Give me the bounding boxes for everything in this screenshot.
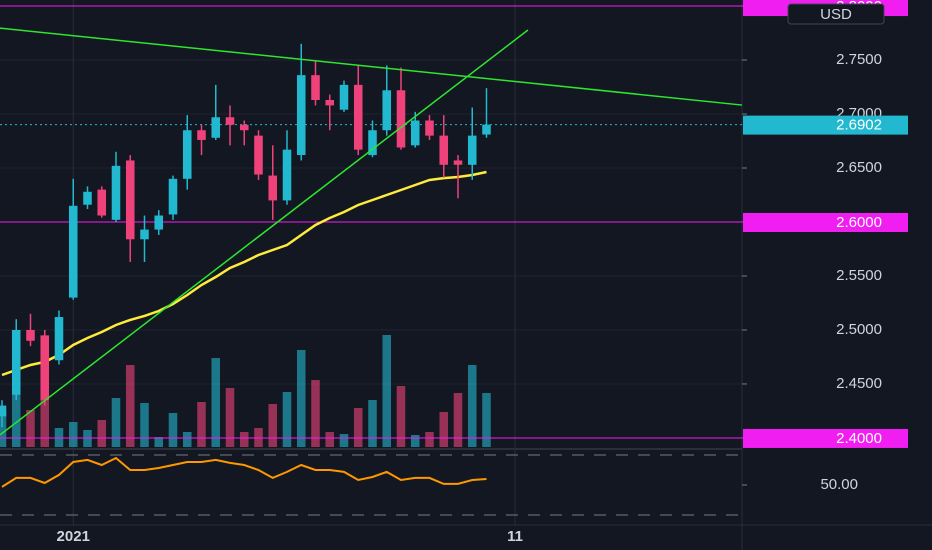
candle-body bbox=[140, 229, 149, 240]
candle-body bbox=[382, 90, 392, 131]
candle-body bbox=[339, 84, 349, 110]
candle-body bbox=[11, 329, 21, 395]
volume-bar bbox=[168, 413, 178, 447]
volume-bar bbox=[453, 393, 463, 447]
candle-body bbox=[68, 205, 78, 298]
candle-body bbox=[268, 175, 278, 201]
candle-body bbox=[425, 120, 434, 136]
currency-label: USD bbox=[820, 6, 852, 23]
candle-body bbox=[482, 124, 491, 135]
volume-bar bbox=[11, 385, 21, 447]
candle-body bbox=[311, 75, 320, 100]
candle-body bbox=[182, 130, 192, 179]
candle-body bbox=[453, 160, 463, 165]
candle-body bbox=[225, 117, 235, 125]
volume-bar bbox=[368, 400, 377, 447]
y-tick-label: 2.7500 bbox=[836, 51, 882, 68]
volume-bar bbox=[482, 393, 491, 447]
volume-bar bbox=[410, 435, 420, 447]
volume-bar bbox=[182, 432, 192, 447]
volume-bar bbox=[296, 350, 306, 447]
y-tick-label: 2.6500 bbox=[836, 159, 882, 176]
volume-bar bbox=[396, 386, 406, 447]
candle-body bbox=[439, 135, 449, 165]
volume-bar bbox=[140, 403, 149, 447]
candle-body bbox=[54, 317, 64, 361]
volume-bar bbox=[97, 420, 107, 447]
y-tick-label: 2.5000 bbox=[836, 321, 882, 338]
trend-line bbox=[0, 27, 743, 106]
volume-bar bbox=[325, 432, 335, 447]
volume-bar bbox=[83, 430, 92, 447]
candle-body bbox=[254, 135, 263, 175]
candle-body bbox=[353, 84, 363, 150]
x-tick-label: 2021 bbox=[57, 528, 90, 545]
candle-body bbox=[239, 124, 249, 131]
volume-bar bbox=[26, 410, 35, 447]
volume-bar bbox=[382, 335, 392, 447]
currency-bg bbox=[787, 3, 885, 25]
volume-bar bbox=[225, 388, 235, 447]
volume-bar bbox=[125, 365, 135, 447]
volume-bar bbox=[40, 365, 50, 447]
candle-body bbox=[168, 178, 178, 215]
candle-body bbox=[97, 189, 107, 216]
candle-body bbox=[125, 160, 135, 240]
volume-bar bbox=[311, 380, 320, 447]
volume-bar bbox=[439, 412, 449, 447]
volume-bar bbox=[68, 422, 78, 447]
moving-average bbox=[1, 170, 487, 377]
candle-body bbox=[282, 149, 292, 201]
volume-bar bbox=[211, 358, 221, 447]
volume-bar bbox=[282, 392, 292, 447]
candle-body bbox=[111, 165, 121, 220]
candle-body bbox=[410, 120, 420, 146]
y-tick-label: 2.5500 bbox=[836, 267, 882, 284]
candle-body bbox=[368, 130, 377, 156]
last-price-badge: 2.6902 bbox=[836, 117, 882, 134]
price-badge: 2.6000 bbox=[836, 214, 882, 231]
candle-body bbox=[197, 130, 206, 140]
rsi-tick-label: 50.00 bbox=[820, 476, 858, 493]
y-tick-label: 2.4500 bbox=[836, 375, 882, 392]
last-price-badge-bg bbox=[743, 115, 908, 135]
trend-line bbox=[0, 29, 529, 436]
candle-body bbox=[211, 117, 221, 138]
candle-body bbox=[396, 90, 406, 148]
candle-body bbox=[0, 405, 7, 417]
volume-bar bbox=[353, 408, 363, 447]
candle-body bbox=[40, 335, 50, 401]
volume-bar bbox=[467, 365, 477, 447]
candle-body bbox=[83, 191, 92, 205]
candle-body bbox=[467, 135, 477, 165]
candle-body bbox=[154, 215, 164, 230]
volume-bar bbox=[268, 404, 278, 447]
candle-body bbox=[296, 75, 306, 156]
volume-bar bbox=[197, 402, 206, 447]
price-badge-bg bbox=[743, 428, 908, 448]
volume-bar bbox=[154, 437, 164, 447]
volume-bar bbox=[239, 432, 249, 447]
candle-body bbox=[325, 99, 335, 106]
volume-bar bbox=[0, 410, 7, 447]
volume-bar bbox=[111, 398, 121, 447]
price-badge: 2.4000 bbox=[836, 430, 882, 447]
x-tick-label: 11 bbox=[507, 528, 523, 545]
volume-bar bbox=[339, 434, 349, 447]
volume-bar bbox=[425, 432, 434, 447]
rsi-line bbox=[1, 456, 487, 488]
candle-body bbox=[26, 329, 35, 341]
price-badge-bg bbox=[743, 213, 908, 233]
